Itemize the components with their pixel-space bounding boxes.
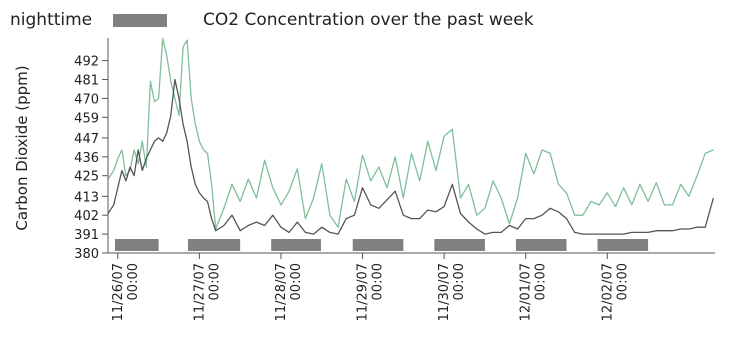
series-line-green: [108, 37, 714, 230]
y-axis-label: Carbon Dioxide (ppm): [13, 65, 31, 230]
y-tick-label: 402: [74, 209, 99, 224]
nighttime-bar: [352, 239, 404, 251]
nighttime-bar: [434, 239, 485, 251]
y-tick-label: 481: [74, 74, 99, 89]
x-tick-labels: 11/26/0700:00 11/27/0700:00 11/28/0700:00 1…: [111, 263, 631, 321]
y-tick-label: 459: [74, 111, 99, 126]
y-tick-label: 425: [74, 170, 99, 185]
nighttime-bar: [115, 239, 159, 251]
y-tick-label: 380: [74, 247, 99, 262]
series-lines: [108, 37, 715, 235]
series-line-dark: [108, 78, 715, 235]
x-tick-label: 11/26/0700:00: [111, 263, 141, 321]
y-axis-ticks: [102, 60, 108, 254]
y-tick-labels: 380 391 402 413 425 436 447 459 470 481 492: [74, 55, 99, 262]
chart-title: CO2 Concentration over the past week: [203, 10, 534, 30]
y-tick-label: 391: [74, 228, 99, 243]
y-tick-label: 436: [74, 151, 99, 166]
x-tick-label: 12/01/0700:00: [519, 263, 549, 321]
x-axis-ticks: [117, 253, 608, 259]
legend-swatch: [113, 14, 167, 27]
x-tick-label: 12/02/0700:00: [600, 263, 630, 321]
y-tick-label: 492: [74, 55, 99, 70]
x-tick-label: 11/27/0700:00: [192, 263, 222, 321]
nighttime-bar: [271, 239, 321, 251]
legend-label: nighttime: [10, 10, 92, 30]
y-tick-label: 470: [74, 92, 99, 107]
nighttime-bar: [515, 239, 567, 251]
y-tick-label: 447: [74, 132, 99, 147]
x-tick-label: 11/29/0700:00: [356, 263, 386, 321]
nighttime-bar: [597, 239, 649, 251]
x-tick-label: 11/30/0700:00: [437, 263, 467, 321]
nighttime-bars: [115, 239, 649, 251]
nighttime-bar: [187, 239, 241, 251]
x-tick-label: 11/28/0700:00: [274, 263, 304, 321]
y-tick-label: 413: [74, 190, 99, 205]
